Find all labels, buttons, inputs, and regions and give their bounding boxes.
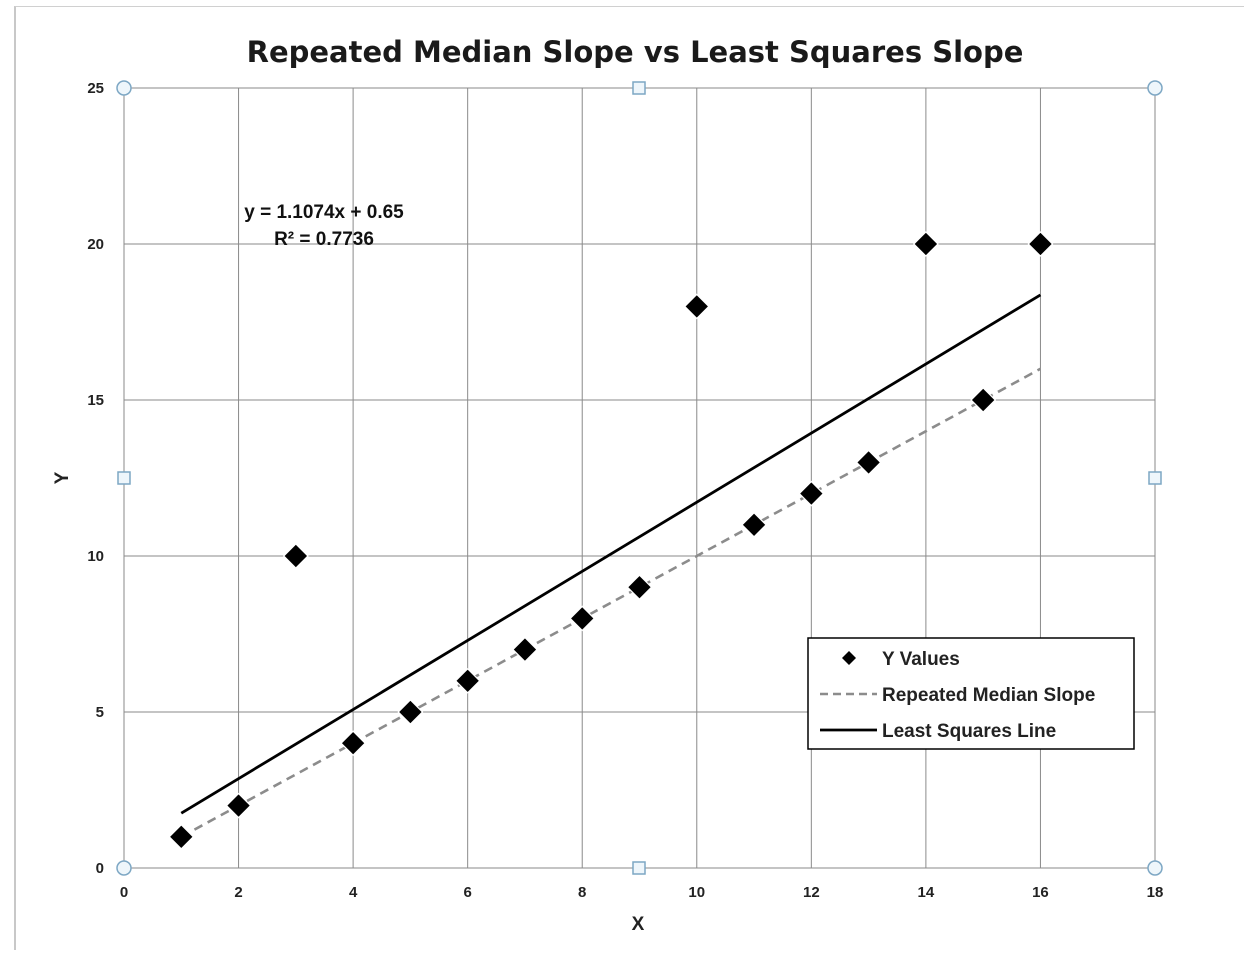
legend-entry-label: Least Squares Line	[882, 721, 1056, 742]
repeated-median-slope-line	[180, 367, 1042, 838]
y-tick-label: 10	[87, 548, 104, 565]
series-lines	[180, 293, 1042, 838]
x-tick-label: 2	[234, 884, 242, 901]
x-tick-label: 4	[349, 884, 358, 901]
x-tick-label: 10	[688, 884, 705, 901]
y-tick-label: 5	[96, 704, 104, 721]
selection-handles[interactable]	[116, 80, 1163, 876]
data-point	[798, 480, 825, 507]
resize-handle-corner[interactable]	[1147, 860, 1163, 876]
data-point	[913, 231, 939, 257]
data-point	[626, 574, 653, 601]
resize-handle-corner[interactable]	[116, 80, 132, 96]
y-tick-label: 0	[96, 860, 104, 877]
legend-entry-label: Repeated Median Slope	[882, 685, 1095, 706]
data-point	[282, 543, 309, 569]
x-axis-label: X	[632, 914, 645, 935]
y-axis-ticks: 0 5 10 15 20 25	[87, 80, 104, 877]
y-tick-label: 25	[87, 80, 104, 97]
data-point	[741, 511, 767, 538]
y-tick-label: 15	[87, 392, 104, 409]
data-point	[168, 823, 195, 850]
resize-handle-corner[interactable]	[116, 860, 132, 876]
resize-handle-corner[interactable]	[1147, 80, 1163, 96]
data-point	[340, 730, 366, 757]
data-point	[569, 605, 596, 632]
least-squares-line	[180, 293, 1042, 815]
resize-handle-edge[interactable]	[632, 861, 646, 875]
x-tick-label: 12	[803, 884, 820, 901]
x-tick-label: 0	[120, 884, 128, 901]
x-tick-label: 6	[463, 884, 471, 901]
data-point	[683, 293, 710, 320]
data-point	[1027, 231, 1054, 257]
legend-entry-label: Y Values	[882, 649, 960, 670]
data-point	[397, 699, 424, 725]
data-point	[855, 449, 882, 476]
x-tick-label: 16	[1032, 884, 1049, 901]
series-points	[168, 231, 1054, 850]
legend-marker-diamond	[842, 651, 856, 665]
y-axis-label: Y	[52, 471, 73, 484]
legend-entries: Y Values Repeated Median Slope Least Squar…	[820, 649, 1095, 742]
x-tick-label: 8	[578, 884, 586, 901]
legend[interactable]: Y Values Repeated Median Slope Least Squar…	[807, 637, 1135, 750]
data-point	[970, 387, 997, 413]
resize-handle-edge[interactable]	[632, 81, 646, 95]
resize-handle-edge[interactable]	[1148, 471, 1162, 485]
trendline-equation: y = 1.1074x + 0.65	[244, 202, 404, 223]
resize-handle-edge[interactable]	[117, 471, 131, 485]
x-tick-label: 14	[918, 884, 935, 901]
data-point	[225, 792, 252, 819]
x-axis-ticks: 0 2 4 6 8 10 12 14 16 18	[120, 884, 1164, 901]
y-tick-label: 20	[87, 236, 104, 253]
trendline-r-squared: R² = 0.7736	[274, 229, 374, 250]
data-point	[512, 636, 538, 663]
scatter-chart: Repeated Median Slope vs Least Squares S…	[52, 35, 1164, 935]
chart-frame: Repeated Median Slope vs Least Squares S…	[14, 6, 1244, 950]
chart-title: Repeated Median Slope vs Least Squares S…	[247, 35, 1024, 69]
x-tick-label: 18	[1147, 884, 1164, 901]
data-point	[454, 667, 481, 694]
